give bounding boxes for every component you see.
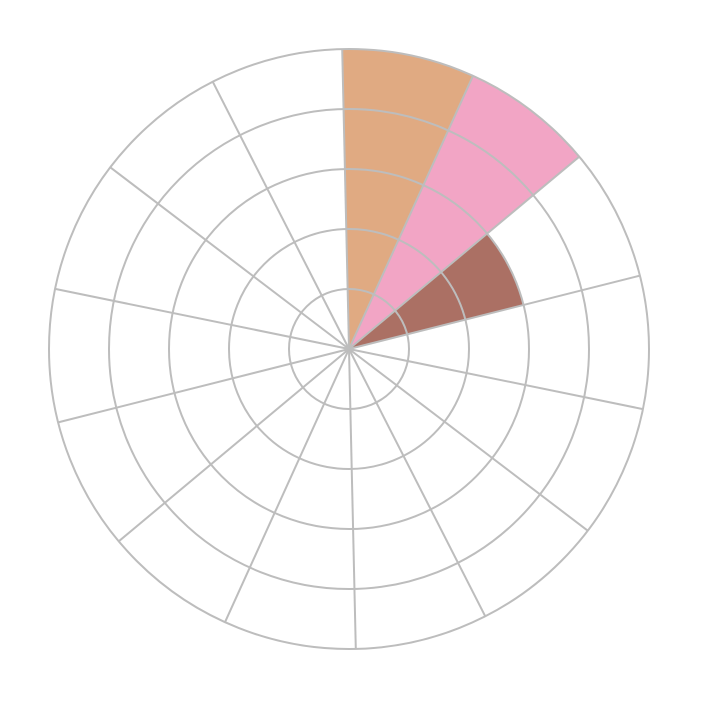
grid-spoke-1 [341,49,350,350]
grid-ring-2 [228,228,470,470]
grid-spoke-3 [348,155,580,350]
bar-sector-3 [349,233,524,349]
grid-ring-4 [108,108,590,590]
grid-spoke-2 [348,75,474,350]
grid-spoke-6 [348,348,589,532]
grid-spoke-5 [348,348,644,411]
grid-spoke-13 [109,166,350,350]
grid [48,48,650,650]
grid-spoke-7 [348,348,487,617]
grid-ring-1 [288,288,410,410]
bar-sector-2 [349,75,580,350]
grid-spoke-12 [54,287,350,350]
grid-spoke-8 [348,348,357,649]
bars [342,48,580,350]
grid-spoke-11 [57,348,350,424]
grid-ring-5 [48,48,650,650]
grid-ring-3 [168,168,530,530]
grid-spoke-4 [348,274,641,350]
grid-spoke-10 [118,348,350,543]
bar-sector-1 [342,48,473,349]
grid-spoke-9 [224,348,350,623]
grid-spoke-14 [211,81,350,350]
